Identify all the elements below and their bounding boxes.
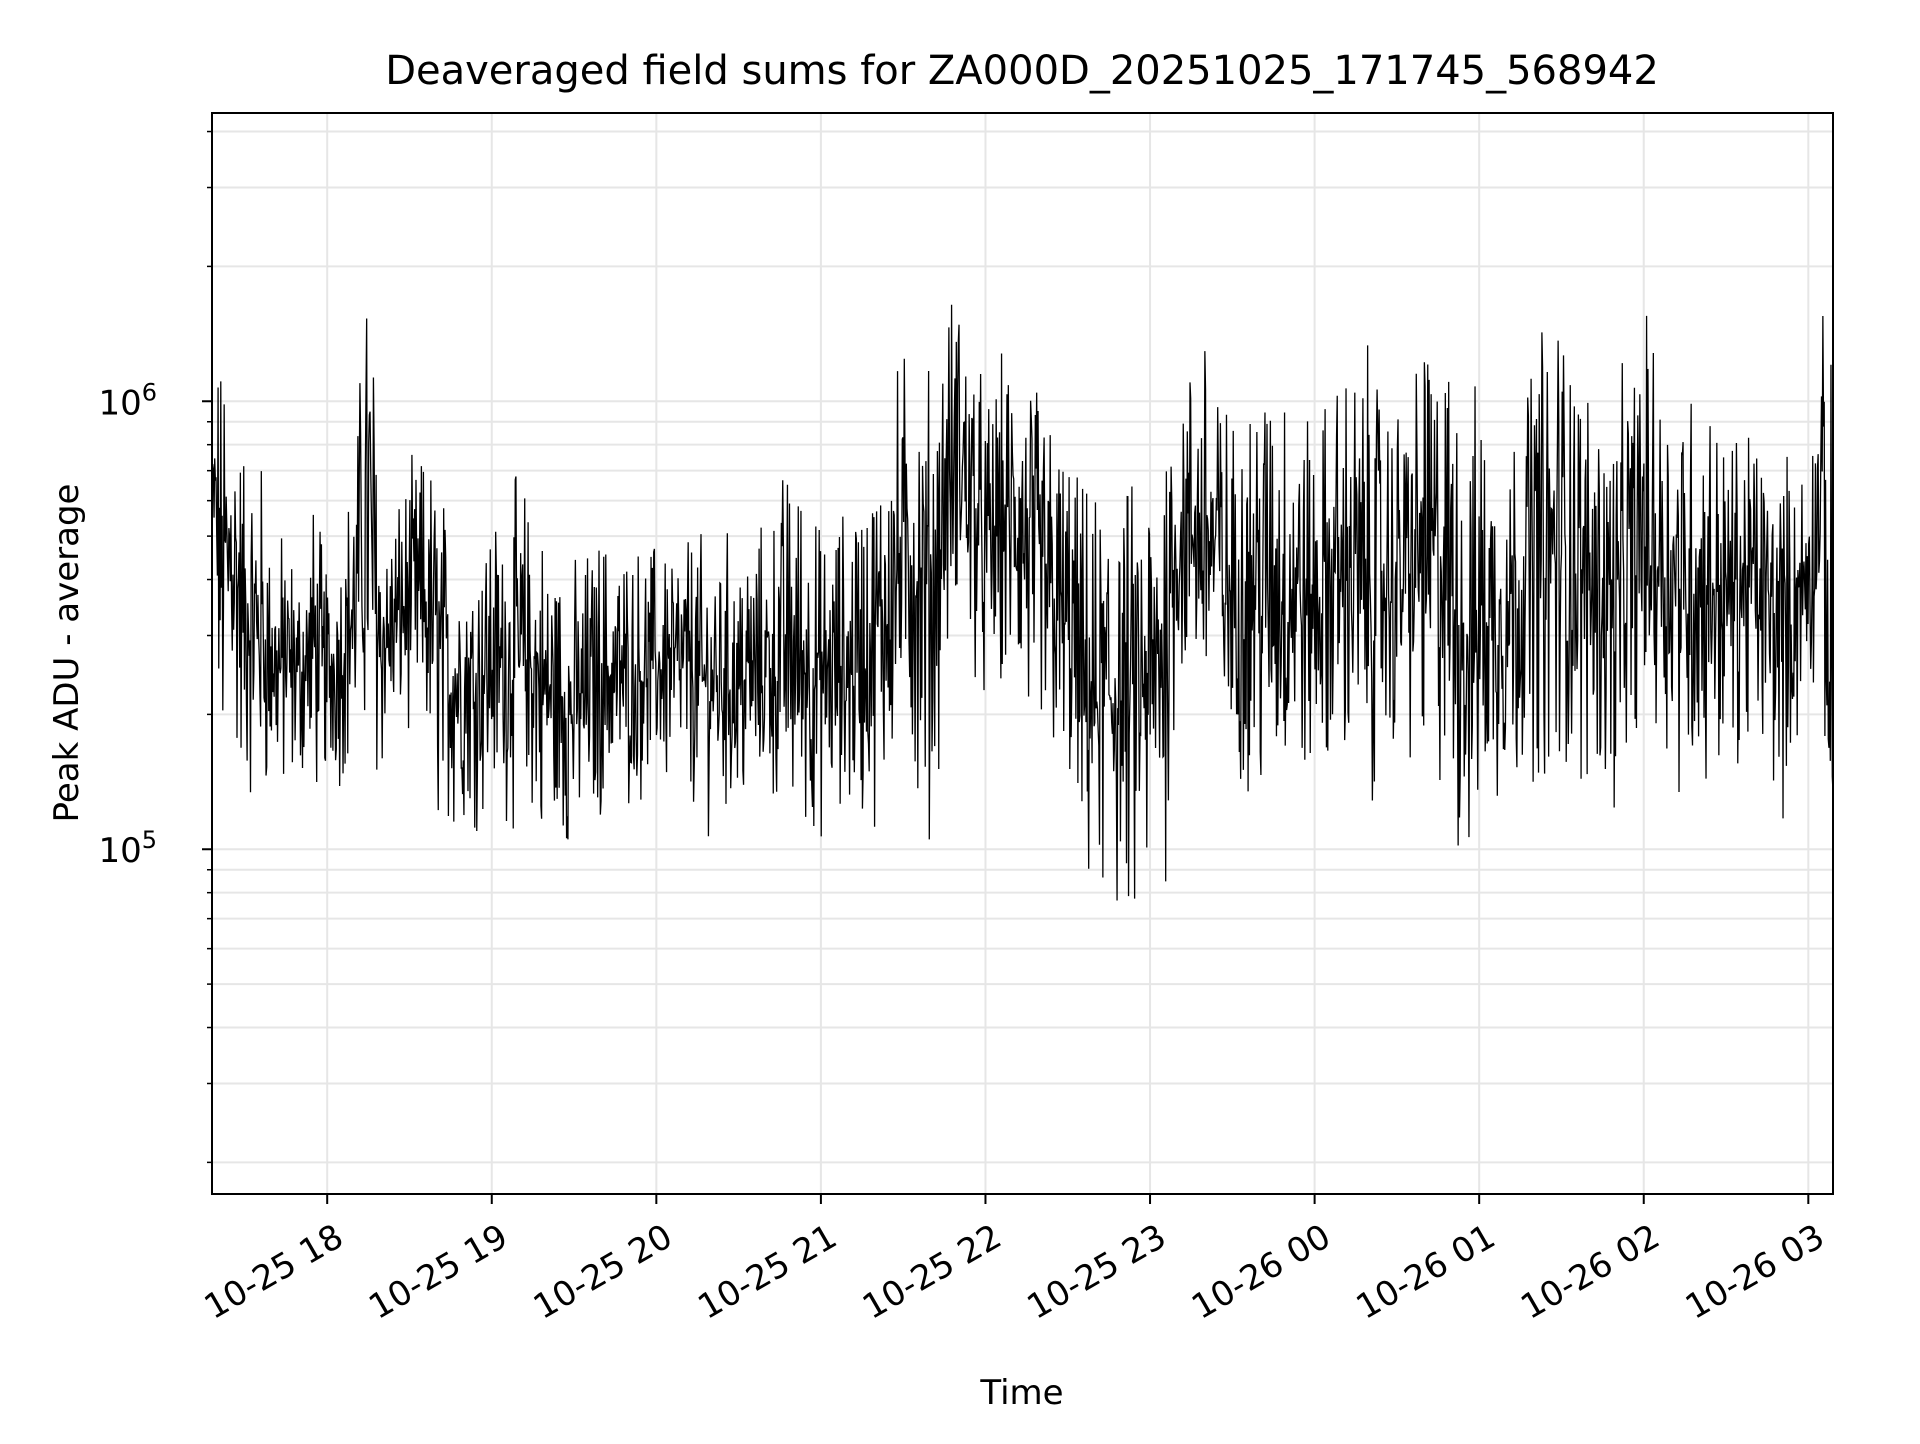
y-tick-label: 105 <box>98 826 157 871</box>
y-tick-exponent: 6 <box>142 378 157 406</box>
chart-title: Deaveraged field sums for ZA000D_2025102… <box>385 48 1659 94</box>
series-layer <box>212 304 1833 1144</box>
y-tick-base: 10 <box>98 383 141 423</box>
x-axis-label: Time <box>979 1373 1063 1413</box>
plot-area-frame <box>211 112 1834 1195</box>
y-tick-exponent: 5 <box>142 826 157 854</box>
y-axis-label: Peak ADU - average <box>47 484 87 823</box>
y-tick-label: 106 <box>98 378 157 423</box>
series-line <box>212 304 1833 1144</box>
y-tick-base: 10 <box>98 831 141 871</box>
